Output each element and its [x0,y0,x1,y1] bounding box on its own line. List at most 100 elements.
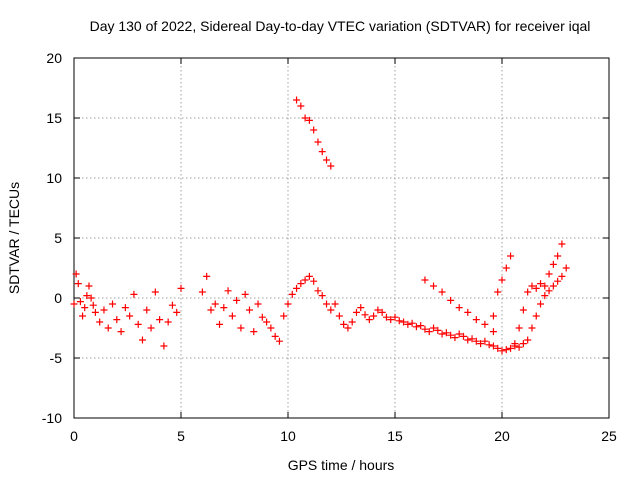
data-point [502,346,510,354]
data-point [357,304,365,312]
data-point [156,316,164,324]
data-point [524,288,532,296]
data-point [528,282,536,290]
y-tick-label: 0 [54,290,62,306]
data-point [459,332,467,340]
data-point [245,306,253,314]
data-point [378,308,386,316]
data-point [151,288,159,296]
data-point [297,280,305,288]
data-point [430,282,438,290]
data-point [412,323,420,331]
data-point [434,326,442,334]
data-point [327,162,335,170]
data-point [421,276,429,284]
x-tick-label: 10 [280,428,296,444]
data-point [455,304,463,312]
y-tick-label: -10 [42,410,62,426]
data-point [134,320,142,328]
data-point [549,260,557,268]
data-point [511,340,519,348]
data-point [537,300,545,308]
chart-title: Day 130 of 2022, Sidereal Day-to-day VTE… [90,18,591,34]
data-point [177,284,185,292]
data-point [318,148,326,156]
data-point [216,320,224,328]
data-point [545,270,553,278]
data-point [241,290,249,298]
data-point [267,324,275,332]
data-point [121,304,129,312]
data-point [72,270,80,278]
data-point [425,328,433,336]
data-point [541,292,549,300]
data-point [74,280,82,288]
data-point [254,300,262,308]
x-tick-label: 5 [177,428,185,444]
data-point [472,337,480,345]
data-point [76,298,84,306]
data-point [558,240,566,248]
data-point [138,336,146,344]
data-point [464,336,472,344]
data-point [147,324,155,332]
data-point [233,296,241,304]
data-point [489,312,497,320]
data-point [83,292,91,300]
data-point [408,319,416,327]
data-point [237,324,245,332]
data-point [447,331,455,339]
data-point [387,316,395,324]
data-point [271,332,279,340]
data-point [502,264,510,272]
data-point [464,308,472,316]
data-point [528,324,536,332]
data-point [318,292,326,300]
data-point [498,347,506,355]
data-point [224,287,232,295]
data-point [89,301,97,309]
data-point [323,300,331,308]
data-point [438,330,446,338]
data-point [361,311,369,319]
data-point [532,284,540,292]
data-point [305,272,313,280]
data-point [554,277,562,285]
data-point [477,340,485,348]
grid-layer [74,58,609,418]
data-point [558,272,566,280]
data-point [494,344,502,352]
y-tick-label: 10 [46,170,62,186]
y-tick-label: 15 [46,110,62,126]
tick-layer: 0 5 10 15 20 25 -10 -5 0 5 10 15 20 [42,50,617,444]
data-point [494,288,502,296]
data-point [352,308,360,316]
data-point [365,316,373,324]
data-point [198,288,206,296]
data-point [481,337,489,345]
data-point [404,320,412,328]
data-point [284,300,292,308]
data-point [228,312,236,320]
data-point [541,282,549,290]
data-point [293,96,301,104]
data-point [79,312,87,320]
data-point [288,290,296,298]
data-point [472,316,480,324]
data-point [220,304,228,312]
y-tick-label: -5 [50,350,63,366]
data-point [113,316,121,324]
data-point [524,336,532,344]
data-point [344,324,352,332]
data-point [130,290,138,298]
data-point [554,252,562,260]
point-layer [70,96,570,355]
data-point [395,317,403,325]
data-point [562,264,570,272]
data-point [314,287,322,295]
data-point [455,330,463,338]
data-point [305,116,313,124]
data-point [537,280,545,288]
x-axis-label: GPS time / hours [288,457,395,473]
